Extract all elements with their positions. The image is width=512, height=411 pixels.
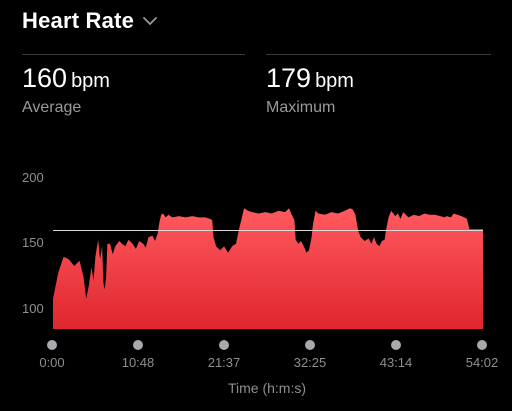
x-tick-label: 21:37 [208, 355, 241, 370]
heart-rate-area [53, 208, 483, 329]
maximum-number: 179 [266, 63, 312, 93]
x-tick-dot [47, 340, 57, 350]
y-axis-ticks: 200 150 100 [22, 170, 44, 316]
page-title: Heart Rate [22, 8, 135, 33]
x-tick-dot [133, 340, 143, 350]
maximum-unit: bpm [315, 70, 354, 92]
average-label: Average [22, 99, 82, 116]
x-tick-label: 10:48 [122, 355, 155, 370]
y-tick-label: 200 [22, 170, 44, 185]
y-tick-label: 150 [22, 235, 44, 250]
average-number: 160 [22, 63, 68, 93]
x-axis-ticks: 0:00 10:48 21:37 32:25 43:14 54:02 [39, 340, 498, 370]
y-tick-label: 100 [22, 301, 44, 316]
x-tick-label: 43:14 [380, 355, 413, 370]
chevron-down-icon [143, 17, 157, 25]
x-tick-dot [305, 340, 315, 350]
x-axis-title: Time (h:m:s) [228, 380, 306, 396]
x-tick-label: 32:25 [294, 355, 327, 370]
divider-left [22, 54, 245, 55]
maximum-value: 179 bpm [266, 62, 354, 97]
average-value: 160 bpm [22, 62, 110, 97]
x-tick-label: 54:02 [466, 355, 499, 370]
x-tick-dot [391, 340, 401, 350]
divider-right [266, 54, 491, 55]
x-tick-label: 0:00 [39, 355, 64, 370]
metric-dropdown[interactable]: Heart Rate [22, 6, 158, 36]
x-tick-dot [477, 340, 487, 350]
x-tick-dot [219, 340, 229, 350]
average-stat: 160 bpm Average [22, 62, 110, 117]
maximum-stat: 179 bpm Maximum [266, 62, 354, 117]
maximum-label: Maximum [266, 99, 336, 116]
average-unit: bpm [71, 70, 110, 92]
